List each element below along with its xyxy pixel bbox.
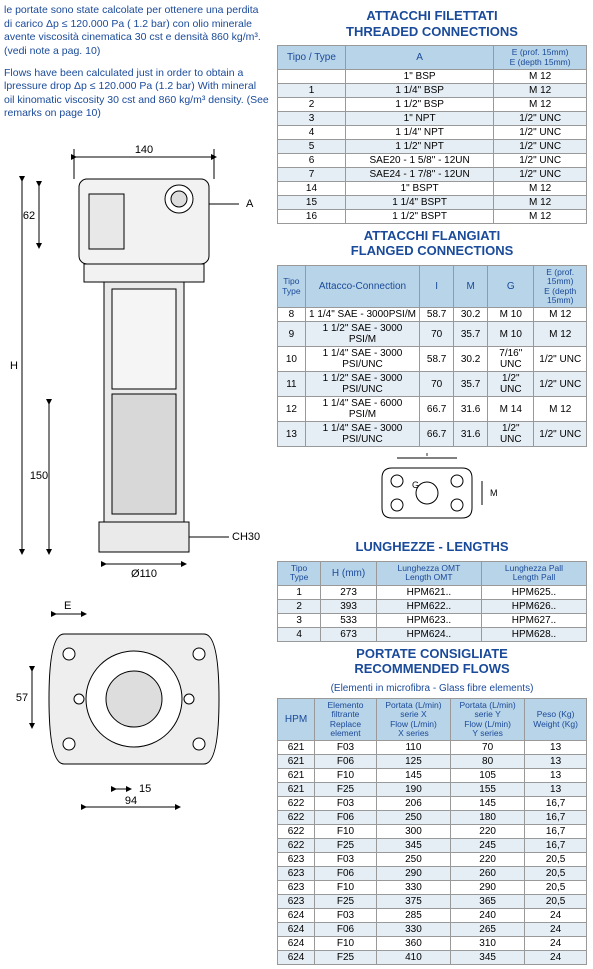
table-row: 6SAE20 - 1 5/8" - 12UN1/2" UNC [278, 153, 587, 167]
table-row: 121 1/4" SAE - 6000 PSI/M66.731.6M 14M 1… [278, 397, 587, 422]
table-row: 41 1/4" NPT1/2" UNC [278, 125, 587, 139]
table-row: 31" NPT1/2" UNC [278, 111, 587, 125]
table-row: 623F1033029020,5 [278, 881, 587, 895]
svg-text:CH30: CH30 [232, 531, 260, 543]
table-row: 111 1/2" SAE - 3000 PSI/UNC7035.71/2" UN… [278, 372, 587, 397]
technical-drawing: 140 62 A [4, 139, 264, 819]
svg-text:A: A [246, 198, 254, 210]
svg-text:62: 62 [23, 210, 35, 222]
table-row: 621F2519015513 [278, 783, 587, 797]
table-row: 81 1/4" SAE - 3000PSI/M58.730.2M 10M 12 [278, 308, 587, 322]
threaded-table: Tipo / Type A E (prof. 15mm) E (depth 15… [277, 45, 587, 224]
table-row: 622F1030022016,7 [278, 825, 587, 839]
svg-text:M: M [490, 488, 498, 498]
table-row: 1273HPM621..HPM625.. [278, 585, 587, 599]
table-row: 622F0320614516,7 [278, 797, 587, 811]
svg-text:I: I [426, 453, 429, 458]
flows-note: (Elementi in microfibra - Glass fibre el… [277, 683, 587, 694]
table-row: 161 1/2" BSPTM 12 [278, 209, 587, 223]
threaded-title: ATTACCHI FILETTATITHREADED CONNECTIONS [277, 8, 587, 39]
table-row: 623F2537536520,5 [278, 895, 587, 909]
svg-text:15: 15 [139, 783, 151, 795]
table-row: 141" BSPTM 12 [278, 181, 587, 195]
intro-text-it: le portate sono state calcolate per otte… [4, 4, 269, 59]
table-row: 1" BSPM 12 [278, 69, 587, 83]
table-row: 622F2534524516,7 [278, 839, 587, 853]
lengths-table: Tipo Type H (mm) Lunghezza OMT Length OM… [277, 561, 587, 642]
svg-text:Ø110: Ø110 [131, 568, 157, 580]
svg-text:57: 57 [16, 692, 28, 704]
table-row: 21 1/2" BSPM 12 [278, 97, 587, 111]
svg-text:E: E [64, 600, 71, 612]
table-row: 621F061258013 [278, 755, 587, 769]
flows-title: PORTATE CONSIGLIATERECOMMENDED FLOWS [277, 646, 587, 677]
table-row: 7SAE24 - 1 7/8" - 12UN1/2" UNC [278, 167, 587, 181]
flange-diagram: I G M [362, 453, 502, 533]
table-row: 91 1/2" SAE - 3000 PSI/M7035.7M 10M 12 [278, 322, 587, 347]
svg-text:G: G [412, 480, 419, 490]
lengths-title: LUNGHEZZE - LENGTHS [277, 539, 587, 555]
table-row: 151 1/4" BSPTM 12 [278, 195, 587, 209]
svg-text:H: H [10, 360, 18, 372]
flows-table: HPM Elemento filtrante Replace element P… [277, 698, 587, 965]
svg-text:94: 94 [125, 795, 137, 807]
intro-text-en: Flows have been calculated just in order… [4, 67, 269, 122]
table-row: 623F0325022020,5 [278, 853, 587, 867]
table-row: 624F0328524024 [278, 909, 587, 923]
flanged-table: Tipo Type Attacco-Connection I M G E (pr… [277, 265, 587, 447]
table-row: 623F0629026020,5 [278, 867, 587, 881]
table-row: 624F1036031024 [278, 937, 587, 951]
table-row: 621F1014510513 [278, 769, 587, 783]
table-row: 624F0633026524 [278, 923, 587, 937]
svg-text:140: 140 [135, 144, 153, 156]
table-row: 4673HPM624..HPM628.. [278, 627, 587, 641]
table-row: 101 1/4" SAE - 3000 PSI/UNC58.730.27/16"… [278, 347, 587, 372]
svg-text:150: 150 [30, 470, 48, 482]
table-row: 624F2541034524 [278, 951, 587, 965]
table-row: 131 1/4" SAE - 3000 PSI/UNC66.731.61/2" … [278, 422, 587, 447]
flanged-title: ATTACCHI FLANGIATIFLANGED CONNECTIONS [277, 228, 587, 259]
table-row: 2393HPM622..HPM626.. [278, 599, 587, 613]
table-row: 11 1/4" BSPM 12 [278, 83, 587, 97]
table-row: 622F0625018016,7 [278, 811, 587, 825]
table-row: 621F031107013 [278, 741, 587, 755]
table-row: 3533HPM623..HPM627.. [278, 613, 587, 627]
table-row: 51 1/2" NPT1/2" UNC [278, 139, 587, 153]
